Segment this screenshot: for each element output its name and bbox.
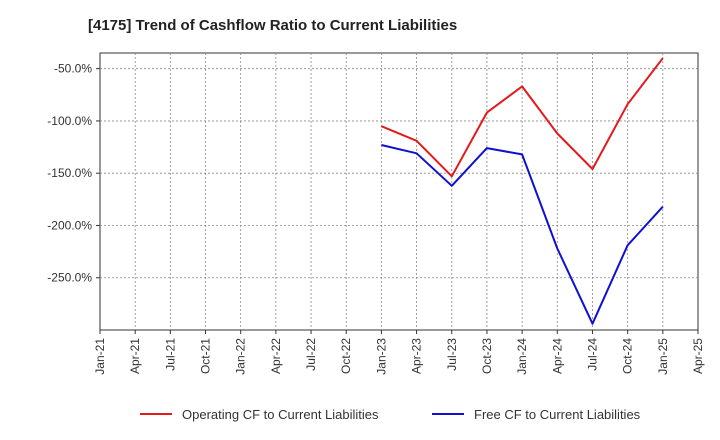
legend-label-1: Operating CF to Current Liabilities [182, 407, 379, 422]
x-tick-label: Oct-24 [621, 338, 635, 374]
x-tick-label: Jan-24 [515, 338, 529, 375]
series-lines [381, 57, 664, 325]
legend-label-2: Free CF to Current Liabilities [474, 407, 641, 422]
x-axis: Jan-21 Apr-21 Jul-21 Oct-21 Jan-22 Apr-22 Jul-… [93, 330, 705, 375]
x-tick-label: Jan-25 [656, 338, 670, 375]
legend: Operating CF to Current Liabilities Free … [140, 407, 641, 422]
x-tick-label: Apr-22 [269, 338, 283, 374]
x-tick-label: Jan-21 [93, 338, 107, 375]
x-tick-label: Jul-21 [163, 338, 177, 371]
x-tick-label: Oct-22 [339, 338, 353, 374]
x-tick-label: Jul-22 [304, 338, 318, 371]
x-tick-label: Jul-24 [585, 338, 599, 371]
y-tick-label: -100.0% [47, 114, 92, 128]
y-axis: -50.0% -100.0% -150.0% -200.0% -250.0% [47, 62, 100, 285]
y-tick-label: -150.0% [47, 166, 92, 180]
x-tick-label: Apr-23 [410, 338, 424, 374]
plot-area [99, 52, 699, 331]
x-tick-label: Jan-22 [234, 338, 248, 375]
y-tick-label: -250.0% [47, 271, 92, 285]
y-tick-label: -50.0% [54, 62, 92, 76]
series-line-2 [381, 144, 664, 325]
x-tick-label: Apr-24 [550, 338, 564, 374]
x-tick-label: Apr-25 [691, 338, 705, 374]
x-tick-label: Oct-23 [480, 338, 494, 374]
x-tick-label: Jan-23 [374, 338, 388, 375]
x-tick-label: Apr-21 [128, 338, 142, 374]
series-line-1 [381, 57, 664, 178]
x-tick-label: Jul-23 [445, 338, 459, 371]
chart-title: [4175] Trend of Cashflow Ratio to Curren… [88, 17, 457, 34]
x-tick-label: Oct-21 [199, 338, 213, 374]
y-tick-label: -200.0% [47, 218, 92, 232]
